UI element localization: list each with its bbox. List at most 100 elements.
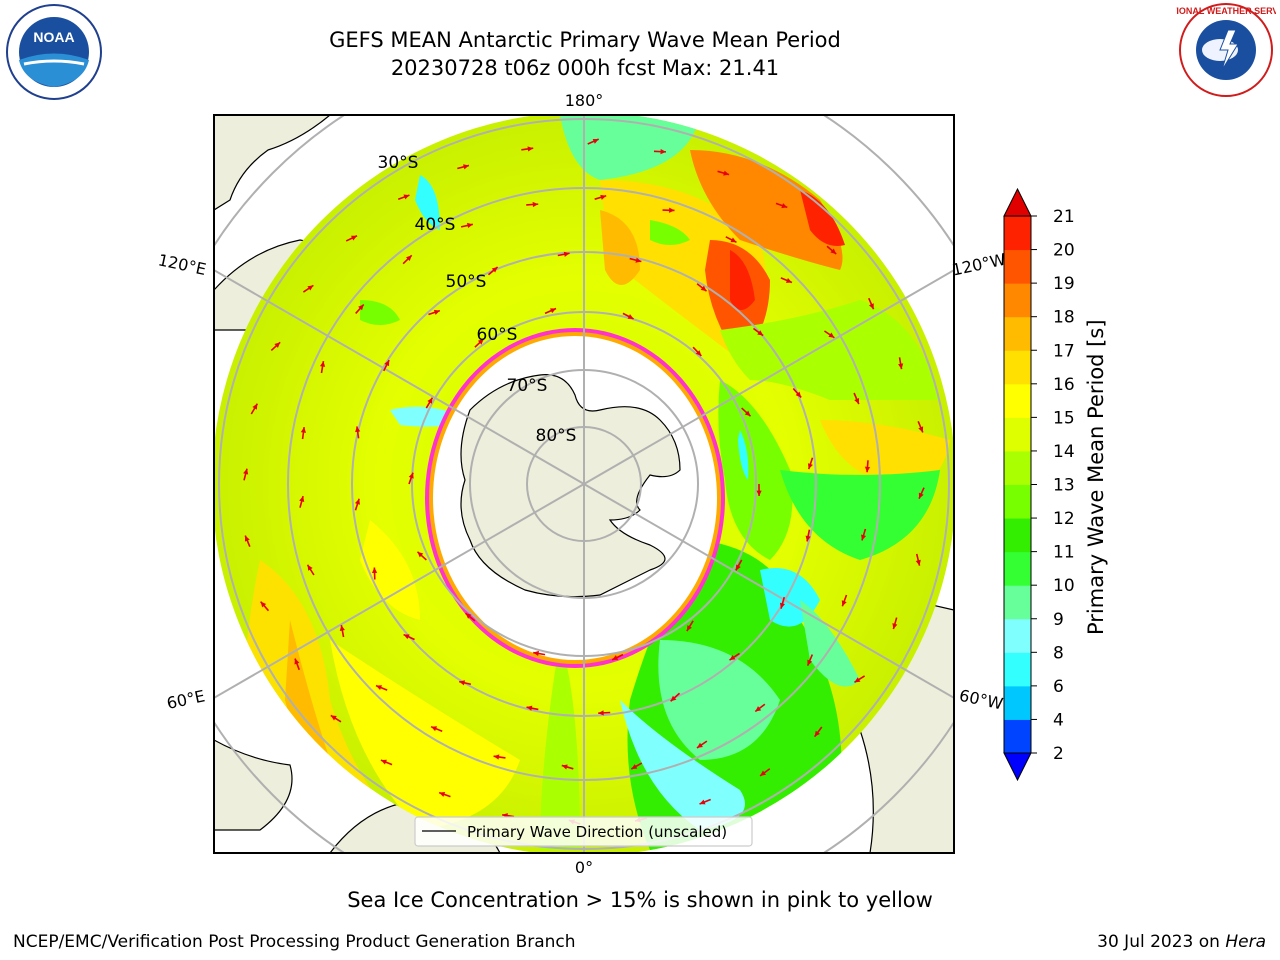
noaa-logo-text: NOAA <box>33 29 74 45</box>
lon-label-60e: 60°E <box>165 686 207 713</box>
wave-arrow-head <box>243 468 249 475</box>
lat-label-50s: 50°S <box>446 272 487 292</box>
wave-arrow-head <box>612 655 619 660</box>
wave-arrow-head <box>861 534 867 541</box>
wave-arrow-head <box>686 625 692 632</box>
footer-date-text: 30 Jul 2023 on <box>1097 932 1226 952</box>
wave-arrow-head <box>244 535 250 542</box>
map-frame <box>213 114 955 854</box>
wave-arrow-head <box>918 492 924 499</box>
wave-arrow-head <box>760 770 767 776</box>
colorbar-tick-label: 8 <box>1053 643 1064 663</box>
wave-arrow-head <box>439 791 446 797</box>
lon-label-120e: 120°E <box>156 250 208 279</box>
legend-label: Primary Wave Direction (unscaled) <box>467 823 727 841</box>
antarctica <box>460 374 681 598</box>
wave-arrow-head <box>294 658 300 665</box>
wave-arrow-head <box>299 496 305 503</box>
colorbar-segment <box>1004 350 1031 385</box>
wave-arrow-head <box>355 426 361 433</box>
wave-arrow-head <box>723 170 730 176</box>
wave-arrow-head <box>465 613 472 619</box>
colorbar-segment <box>1004 585 1031 620</box>
wave-arrow-head <box>598 710 604 716</box>
wave-arrow-head <box>696 742 703 748</box>
wave-arrow-head <box>695 350 702 356</box>
wave-direction-arrows <box>243 138 925 825</box>
footer-machine: Hera <box>1225 932 1266 952</box>
wave-arrow-head <box>898 363 904 370</box>
wave-arrow-head <box>319 361 326 367</box>
chart-title: GEFS MEAN Antarctic Primary Wave Mean Pe… <box>0 26 1170 82</box>
colorbar-tick-label: 19 <box>1053 274 1075 294</box>
wave-arrow-head <box>669 207 675 213</box>
noaa-logo: NOAA <box>6 4 102 100</box>
wave-arrow-head <box>735 564 741 571</box>
wave-arrow-head <box>563 251 570 257</box>
lat-label-80s: 80°S <box>536 426 577 446</box>
wave-arrow-head <box>433 309 440 315</box>
lon-label-120w: 120°W <box>950 250 1007 280</box>
wave-arrow-head <box>729 654 736 661</box>
colorbar-segment <box>1004 216 1031 251</box>
colorbar-tick-label: 9 <box>1053 610 1064 630</box>
lat-label-30s: 30°S <box>378 153 419 173</box>
wave-arrow-head <box>260 601 267 608</box>
wave-arrow-head <box>814 730 820 737</box>
footer-branch: NCEP/EMC/Verification Post Processing Pr… <box>13 932 576 952</box>
colorbar-segment <box>1004 618 1031 653</box>
wave-arrow-head <box>406 255 412 261</box>
wave-arrow-head <box>785 278 792 283</box>
wave-arrow-head <box>417 551 424 558</box>
wave-arrow-head <box>635 257 642 263</box>
wave-arrow-head <box>854 398 860 405</box>
lat-label-60s: 60°S <box>477 325 518 345</box>
colorbar-segment <box>1004 551 1031 586</box>
map-panel <box>214 115 954 853</box>
wave-arrow-head <box>371 567 378 574</box>
colorbar-segment <box>1004 685 1031 720</box>
nws-logo: NATIONAL WEATHER SERVICE <box>1176 3 1276 97</box>
colorbar-segment <box>1004 316 1031 351</box>
colorbar-segment <box>1004 652 1031 687</box>
colorbar-tick-label: 18 <box>1053 308 1075 328</box>
colorbar-tick-label: 6 <box>1053 677 1064 697</box>
wave-arrow-head <box>459 680 466 686</box>
lat-label-40s: 40°S <box>415 215 456 235</box>
colorbar-tick-label: 16 <box>1053 375 1075 395</box>
wave-arrow-head <box>627 314 634 319</box>
wave-arrow-head <box>526 705 533 711</box>
wave-arrow-head <box>631 764 638 770</box>
wave-arrow-head <box>408 472 414 479</box>
colorbar-label: Primary Wave Mean Period [s] <box>1084 319 1108 635</box>
wave-arrow-head <box>427 397 433 404</box>
wave-arrow-head <box>700 285 707 292</box>
wave-arrow-head <box>744 410 751 417</box>
title-line-2: 20230728 t06z 000h fcst Max: 21.41 <box>390 56 780 80</box>
colorbar-segment <box>1004 417 1031 452</box>
graticule <box>214 115 954 853</box>
wave-arrow-head <box>864 466 871 473</box>
wave-arrow-head <box>795 391 802 398</box>
wave-arrow-head <box>376 685 383 691</box>
colorbar-tick-label: 4 <box>1053 710 1064 730</box>
wave-arrow-head <box>307 285 314 291</box>
wave-arrow-head <box>274 342 281 348</box>
colorbar-tick-label: 10 <box>1053 576 1075 596</box>
wave-arrow-head <box>892 623 898 630</box>
wave-arrow-head <box>339 625 345 631</box>
lon-label-180: 180° <box>565 91 604 110</box>
wave-arrow-head <box>660 148 666 155</box>
wave-arrow-head <box>477 338 484 345</box>
colorbar-tick-label: 12 <box>1053 509 1075 529</box>
wave-arrow-head <box>805 535 811 542</box>
wave-arrow-head <box>351 235 358 241</box>
wave-arrow-head <box>252 403 258 410</box>
wave-arrow-head <box>670 695 677 702</box>
wave-arrow-head <box>307 564 313 571</box>
wave-arrow-head <box>757 330 764 336</box>
wave-arrow-head <box>491 266 498 273</box>
lon-label-60w: 60°W <box>958 686 1005 714</box>
wave-arrow-head <box>380 759 387 765</box>
